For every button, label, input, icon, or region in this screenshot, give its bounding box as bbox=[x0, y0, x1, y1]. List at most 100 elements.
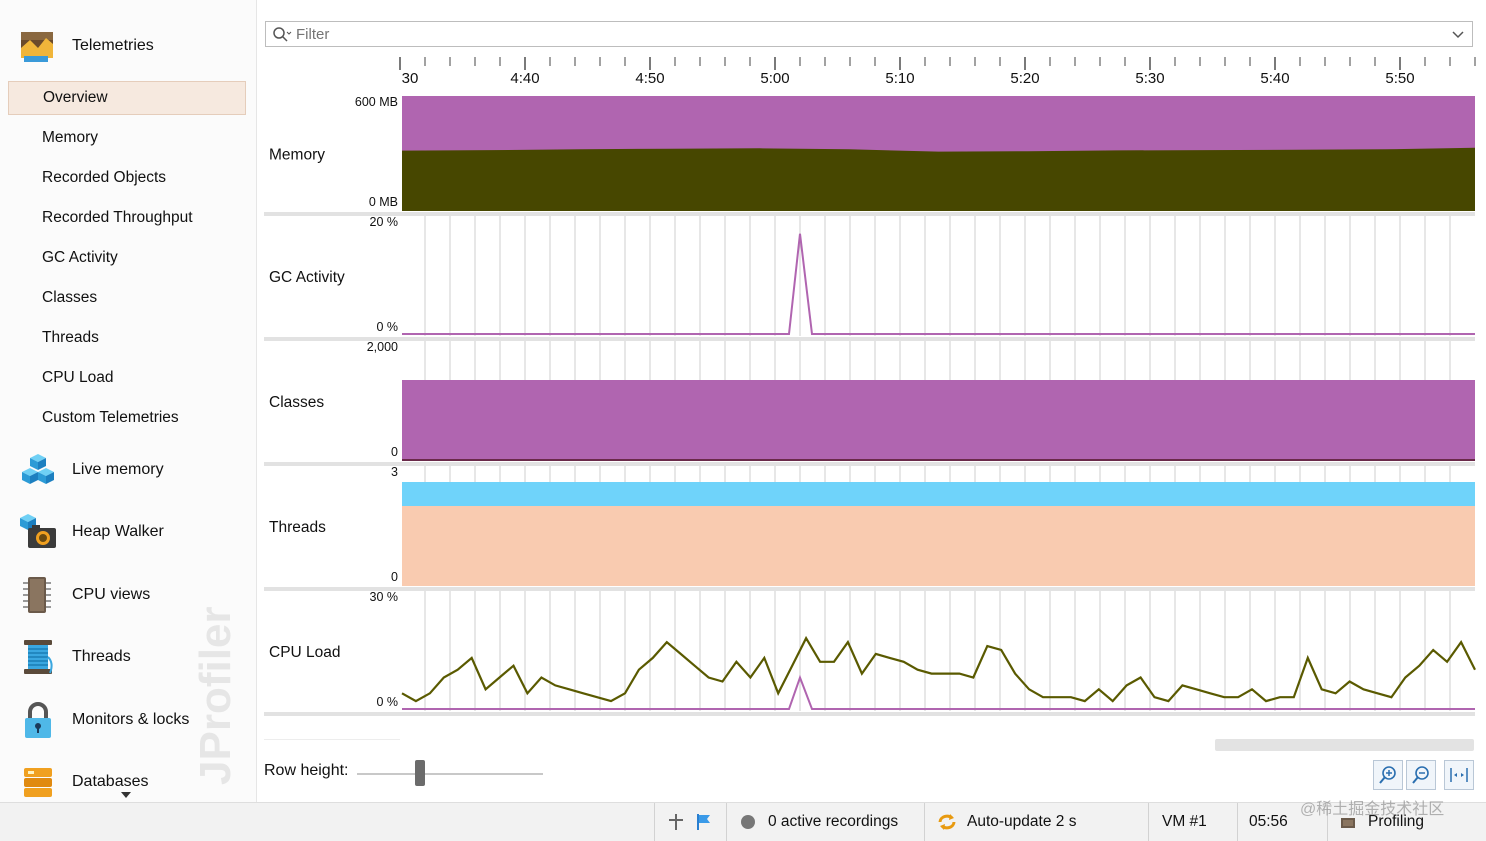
zoom-out-icon bbox=[1412, 766, 1429, 784]
row-separator bbox=[264, 587, 1475, 591]
monitors-locks-section[interactable]: Monitors & locks bbox=[18, 698, 189, 742]
classes-loaded-area bbox=[402, 380, 1475, 461]
telemetries-label: Telemetries bbox=[72, 37, 154, 54]
heap-walker-label: Heap Walker bbox=[72, 523, 164, 540]
time-tick-label: 5:50 bbox=[1385, 70, 1414, 87]
zoom-out-button[interactable] bbox=[1406, 760, 1436, 790]
search-filter-icon bbox=[272, 26, 292, 48]
active-recordings-text[interactable]: 0 active recordings bbox=[768, 813, 899, 830]
row-height-slider[interactable] bbox=[357, 773, 543, 775]
nav-label: GC Activity bbox=[42, 249, 118, 266]
telemetry-charts: 30 4:40 4:50 5:00 5:10 5:20 5:30 5:40 5:50Memory… bbox=[264, 57, 1476, 716]
cpu-views-section[interactable]: CPU views bbox=[18, 573, 150, 617]
zoom-in-button[interactable] bbox=[1373, 760, 1403, 790]
time-tick-label: 4:50 bbox=[635, 70, 664, 87]
row-max-label-cpu: 30 % bbox=[370, 590, 399, 604]
cpu-load-line bbox=[401, 635, 1476, 703]
filter-input[interactable] bbox=[294, 24, 1398, 44]
threads-section-label: Threads bbox=[72, 648, 131, 665]
nav-label: Recorded Throughput bbox=[42, 209, 193, 226]
cpu-views-label: CPU views bbox=[72, 586, 151, 603]
threads-runnable-area bbox=[402, 482, 1475, 506]
time-tick-label: 5:00 bbox=[760, 70, 789, 87]
add-bookmark-icon[interactable] bbox=[666, 803, 686, 841]
telemetries-section[interactable]: Telemetries bbox=[18, 24, 154, 68]
corner-watermark: @稀土掘金技术社区 bbox=[1300, 801, 1445, 818]
profiling-icon bbox=[1338, 803, 1358, 841]
nav-label: Classes bbox=[42, 289, 98, 306]
row-separator bbox=[264, 212, 1475, 216]
databases-section[interactable]: Databases bbox=[18, 760, 149, 802]
heap-walker-section[interactable]: Heap Walker bbox=[18, 510, 164, 554]
nav-overview[interactable]: Overview bbox=[8, 81, 246, 115]
nav-label: Threads bbox=[42, 329, 99, 346]
nav-recorded-throughput[interactable]: Recorded Throughput bbox=[8, 201, 246, 235]
time-tick-label: 5:10 bbox=[885, 70, 914, 87]
nav-label: Recorded Objects bbox=[42, 169, 167, 186]
nav-label: Overview bbox=[43, 89, 108, 106]
row-separator bbox=[264, 462, 1475, 466]
cubes-icon bbox=[18, 450, 58, 490]
chevron-down-icon[interactable] bbox=[1450, 26, 1466, 46]
nav-memory[interactable]: Memory bbox=[8, 121, 246, 155]
horizontal-scrollbar[interactable] bbox=[1215, 739, 1474, 751]
row-label-memory: Memory bbox=[269, 147, 325, 164]
row-min-label-threads: 0 bbox=[391, 570, 398, 584]
time-tick-label: 5:20 bbox=[1010, 70, 1039, 87]
database-icon bbox=[18, 762, 58, 802]
row-label-cpu: CPU Load bbox=[269, 644, 341, 661]
nav-threads[interactable]: Threads bbox=[8, 321, 246, 355]
nav-gc-activity[interactable]: GC Activity bbox=[8, 241, 246, 275]
threads-waiting-area bbox=[402, 506, 1475, 586]
row-height-control: Row height: bbox=[264, 762, 349, 780]
nav-cpu-load[interactable]: CPU Load bbox=[8, 361, 246, 395]
time-tick-label: 5:40 bbox=[1260, 70, 1289, 87]
scroll-down-arrow-icon[interactable] bbox=[121, 792, 131, 798]
memory-used-area bbox=[402, 147, 1475, 211]
filter-box[interactable] bbox=[265, 21, 1473, 47]
row-label-threads: Threads bbox=[269, 519, 326, 536]
auto-update-icon bbox=[936, 803, 958, 841]
fit-window-button[interactable] bbox=[1444, 760, 1474, 790]
row-max-label-gc: 20 % bbox=[370, 215, 399, 229]
nav-recorded-objects[interactable]: Recorded Objects bbox=[8, 161, 246, 195]
profiling-status: Profiling bbox=[1368, 813, 1424, 830]
row-separator bbox=[264, 337, 1475, 341]
live-memory-section[interactable]: Live memory bbox=[18, 448, 164, 492]
row-min-label-gc: 0 % bbox=[376, 320, 398, 334]
row-label-classes: Classes bbox=[269, 394, 324, 411]
row-height-slider-thumb[interactable] bbox=[415, 760, 425, 786]
row-min-label-classes: 0 bbox=[391, 445, 398, 459]
camera-icon bbox=[18, 512, 58, 552]
nav-label: CPU Load bbox=[42, 369, 114, 386]
zoom-in-icon bbox=[1379, 766, 1396, 784]
auto-update-text[interactable]: Auto-update 2 s bbox=[967, 813, 1077, 830]
elapsed-time: 05:56 bbox=[1249, 813, 1288, 830]
row-max-label-classes: 2,000 bbox=[367, 340, 398, 354]
fit-width-icon bbox=[1450, 768, 1468, 782]
cpu-gc-line bbox=[402, 674, 1475, 710]
nav-classes[interactable]: Classes bbox=[8, 281, 246, 315]
nav-custom-telemetries[interactable]: Custom Telemetries bbox=[8, 401, 246, 435]
jprofiler-watermark: JProfiler bbox=[190, 590, 250, 790]
time-tick-label: 5:30 bbox=[1135, 70, 1164, 87]
row-max-label-threads: 3 bbox=[391, 465, 398, 479]
svg-text:JProfiler: JProfiler bbox=[191, 606, 240, 785]
row-height-label: Row height: bbox=[264, 762, 349, 779]
row-separator bbox=[264, 712, 1475, 716]
row-min-label-memory: 0 MB bbox=[369, 195, 398, 209]
live-memory-label: Live memory bbox=[72, 461, 164, 478]
telemetries-icon bbox=[18, 26, 58, 66]
vm-text: VM #1 bbox=[1162, 813, 1207, 830]
recording-dot-icon bbox=[740, 803, 756, 841]
threads-section[interactable]: Threads bbox=[18, 635, 131, 679]
status-bar: 0 active recordings Auto-update 2 s VM #… bbox=[0, 802, 1486, 841]
spool-icon bbox=[18, 637, 58, 677]
flag-icon[interactable] bbox=[694, 803, 714, 841]
nav-label: Custom Telemetries bbox=[42, 409, 179, 426]
row-max-label-memory: 600 MB bbox=[355, 95, 398, 109]
chip-icon bbox=[18, 575, 58, 615]
time-tick-label: 30 bbox=[402, 70, 419, 87]
row-label-gc: GC Activity bbox=[269, 269, 345, 286]
monitors-locks-label: Monitors & locks bbox=[72, 711, 190, 728]
